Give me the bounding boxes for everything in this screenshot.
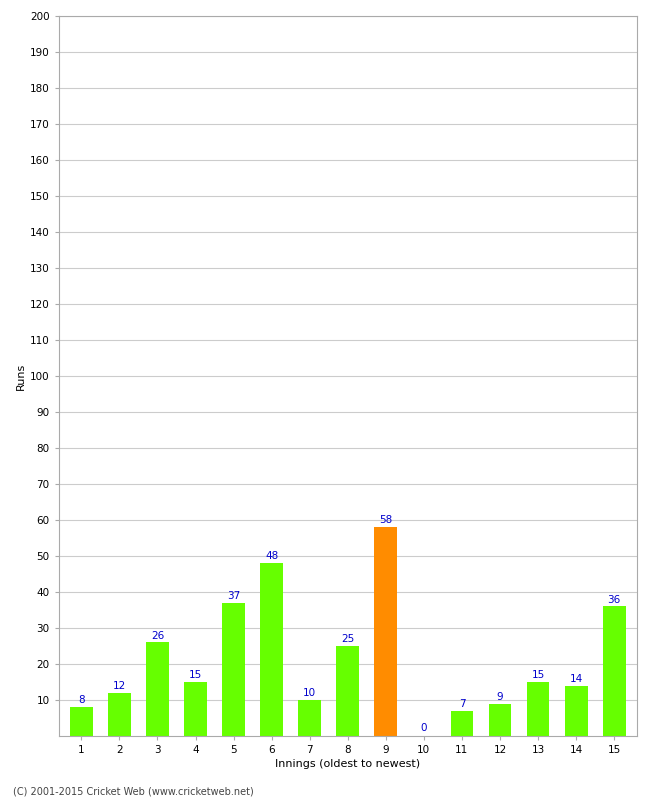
- Bar: [70, 707, 93, 736]
- Bar: [260, 563, 283, 736]
- Text: 15: 15: [189, 670, 202, 680]
- Bar: [336, 646, 359, 736]
- Text: 0: 0: [421, 723, 427, 733]
- Bar: [565, 686, 588, 736]
- Text: 7: 7: [459, 699, 465, 709]
- X-axis label: Innings (oldest to newest): Innings (oldest to newest): [275, 759, 421, 769]
- Text: 10: 10: [303, 688, 317, 698]
- Bar: [526, 682, 549, 736]
- Text: 9: 9: [497, 692, 503, 702]
- Text: 8: 8: [78, 695, 84, 706]
- Y-axis label: Runs: Runs: [16, 362, 25, 390]
- Text: 14: 14: [569, 674, 583, 684]
- Bar: [603, 606, 625, 736]
- Text: 36: 36: [608, 594, 621, 605]
- Text: 15: 15: [532, 670, 545, 680]
- Bar: [184, 682, 207, 736]
- Text: 25: 25: [341, 634, 354, 644]
- Bar: [222, 603, 245, 736]
- Text: 48: 48: [265, 551, 278, 562]
- Text: 12: 12: [112, 681, 126, 691]
- Bar: [108, 693, 131, 736]
- Text: 37: 37: [227, 591, 240, 601]
- Bar: [450, 711, 473, 736]
- Bar: [489, 704, 512, 736]
- Bar: [146, 642, 169, 736]
- Text: 26: 26: [151, 630, 164, 641]
- Text: 58: 58: [379, 515, 393, 526]
- Text: (C) 2001-2015 Cricket Web (www.cricketweb.net): (C) 2001-2015 Cricket Web (www.cricketwe…: [13, 786, 254, 796]
- Bar: [298, 700, 321, 736]
- Bar: [374, 527, 397, 736]
